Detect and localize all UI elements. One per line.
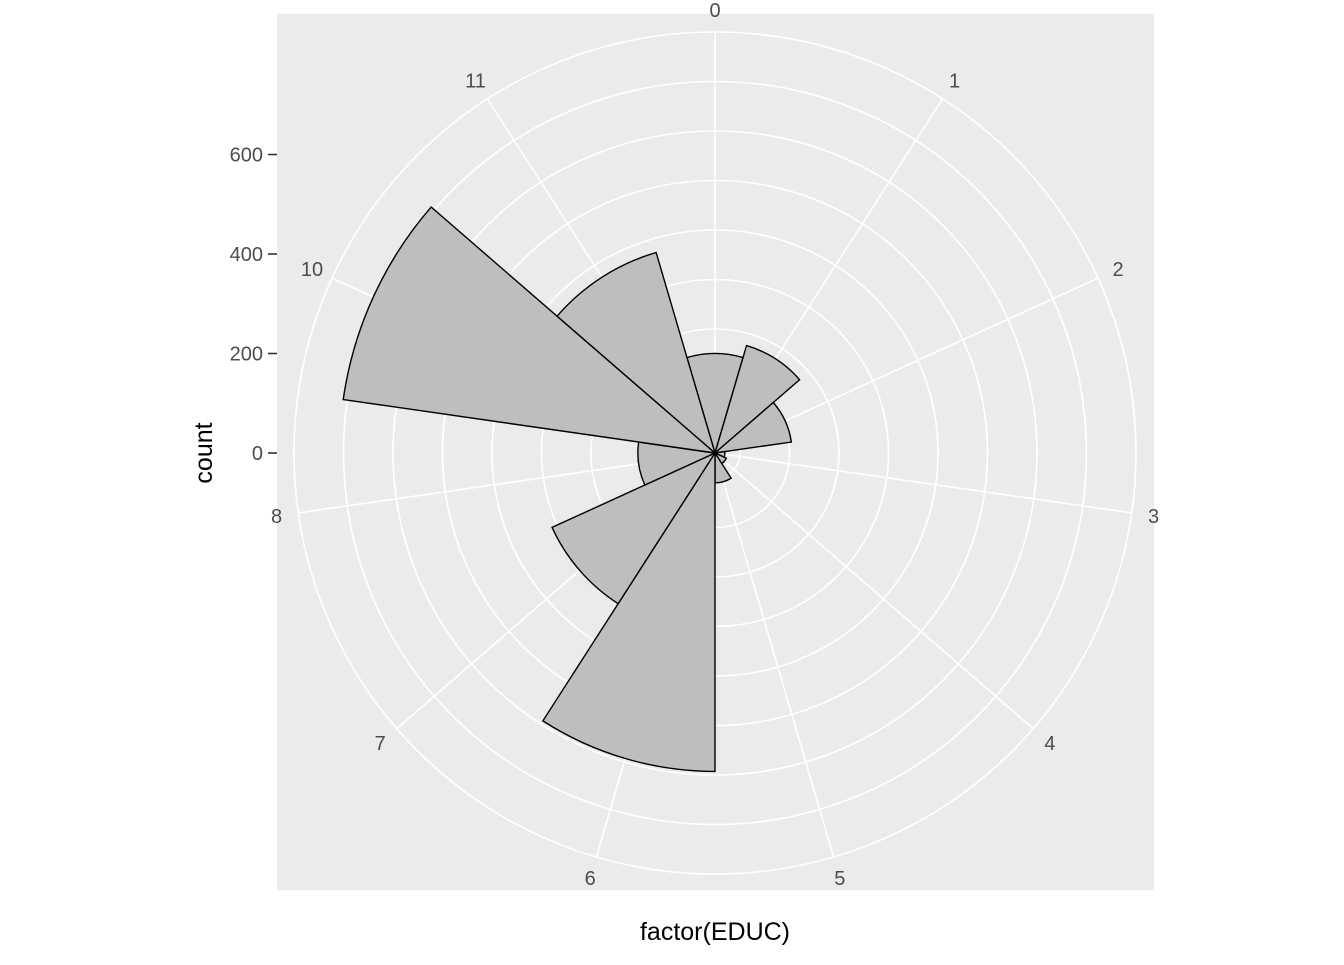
category-labels: 0 1 2 3 4 5 6 7 8 10 11 [271,0,1159,890]
y-axis: 0 200 400 600 [230,145,277,465]
category-label: 7 [375,733,386,755]
bar-wedge-10 [342,206,718,455]
bar-wedge-6 [541,450,716,773]
y-axis-title: count [190,422,218,483]
bar-wedge-11 [556,251,717,456]
bar-wedge-7 [551,451,717,605]
bar-wedge-1 [713,344,801,456]
grid-spoke [714,452,1132,514]
category-label: 0 [709,0,720,22]
category-label: 4 [1044,733,1055,755]
category-label: 11 [465,70,486,92]
category-label: 10 [301,259,323,281]
y-tick-label: 600 [230,145,263,167]
grid-spoke [714,452,1034,730]
y-tick-label: 200 [230,344,263,366]
category-label: 1 [949,70,960,92]
y-tick-label: 0 [252,443,263,465]
category-label: 6 [585,868,596,890]
category-label: 5 [834,868,845,890]
grid-spoke [714,452,835,858]
category-label: 3 [1148,506,1159,528]
bar-wedge-2 [712,401,793,455]
category-label: 8 [271,506,282,528]
category-label: 2 [1112,259,1123,281]
x-axis-title: factor(EDUC) [640,918,790,946]
y-tick-label: 400 [230,244,263,266]
bars-layer [342,206,801,773]
